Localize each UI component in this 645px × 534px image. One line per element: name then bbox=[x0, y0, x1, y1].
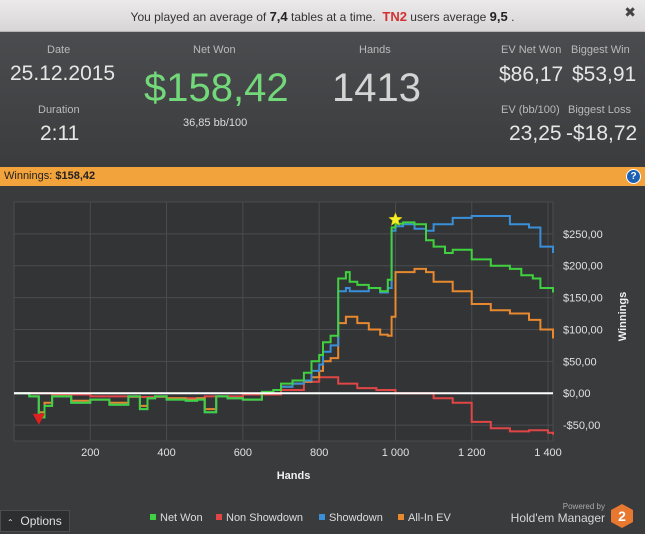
y-tick-label: $50,00 bbox=[563, 356, 597, 368]
legend-swatch-net-won bbox=[150, 514, 156, 520]
logo-brand: Hold'em Manager bbox=[510, 511, 605, 525]
series-line-net-won bbox=[14, 221, 554, 419]
winnings-value: $158,42 bbox=[55, 170, 96, 182]
net-won-label: Net Won bbox=[193, 44, 236, 56]
help-icon[interactable]: ? bbox=[626, 169, 641, 184]
chevron-up-icon: ⌃ bbox=[7, 518, 14, 527]
duration-value: 2:11 bbox=[40, 122, 80, 145]
svg-text:2: 2 bbox=[618, 508, 626, 524]
hm2-badge-icon: 2 bbox=[611, 504, 633, 528]
notice-prefix: You played an average of bbox=[130, 10, 267, 24]
biggest-win-label: Biggest Win bbox=[571, 44, 630, 56]
x-tick-label: 600 bbox=[234, 447, 252, 459]
ev-bb100-value: 23,25 bbox=[509, 122, 562, 145]
legend-label-all-in-ev: All-In EV bbox=[408, 512, 451, 524]
x-tick-label: 800 bbox=[310, 447, 328, 459]
legend-label-net-won: Net Won bbox=[160, 512, 203, 524]
holdem-manager-logo: Powered by Hold'em Manager 2 bbox=[503, 502, 633, 532]
legend-item-non-showdown[interactable]: Non Showdown bbox=[216, 512, 303, 524]
ev-bb100-label: EV (bb/100) bbox=[501, 104, 560, 116]
winnings-chart: 200 400 600 800 1 000 1 200 1 400 -$50,00 $0,00 $… bbox=[0, 186, 645, 502]
date-label: Date bbox=[47, 44, 71, 56]
legend-swatch-non-showdown bbox=[216, 514, 222, 520]
notice-text: You played an average of 7,4 tables at a… bbox=[0, 9, 645, 24]
ev-net-won-label: EV Net Won bbox=[501, 44, 562, 56]
notice-middle: tables at a time. bbox=[290, 10, 376, 24]
ev-net-won-value: $86,17 bbox=[499, 63, 564, 86]
x-tick-label: 200 bbox=[81, 447, 99, 459]
avg-tables-value: 7,4 bbox=[269, 9, 288, 24]
x-axis-label: Hands bbox=[277, 470, 311, 482]
bottom-bar: ⌃ Options Net Won Non Showdown Showdown … bbox=[0, 502, 645, 534]
hands-label: Hands bbox=[359, 44, 391, 56]
winnings-summary: Winnings: $158,42 bbox=[4, 170, 95, 182]
legend-swatch-showdown bbox=[319, 514, 325, 520]
date-value: 25.12.2015 bbox=[10, 62, 116, 85]
user-group-label: TN2 bbox=[382, 9, 407, 24]
y-tick-label: $100,00 bbox=[563, 324, 603, 336]
y-tick-label: $150,00 bbox=[563, 293, 603, 305]
y-tick-label: $0,00 bbox=[563, 388, 591, 400]
y-tick-label: -$50,00 bbox=[563, 420, 600, 432]
y-tick-label: $250,00 bbox=[563, 229, 603, 241]
max-star-marker bbox=[388, 212, 403, 226]
x-tick-label: 1 400 bbox=[534, 447, 562, 459]
legend-swatch-all-in-ev bbox=[398, 514, 404, 520]
biggest-loss-label: Biggest Loss bbox=[568, 104, 631, 116]
legend-label-non-showdown: Non Showdown bbox=[226, 512, 304, 524]
legend-label-showdown: Showdown bbox=[329, 512, 383, 524]
winnings-label: Winnings: bbox=[4, 170, 53, 182]
winnings-bar: Winnings: $158,42 ? bbox=[0, 167, 645, 186]
x-tick-label: 1 200 bbox=[458, 447, 486, 459]
x-tick-label: 400 bbox=[157, 447, 175, 459]
options-button[interactable]: ⌃ Options bbox=[0, 510, 70, 532]
hands-value: 1413 bbox=[332, 66, 421, 110]
legend-item-net-won[interactable]: Net Won bbox=[150, 512, 203, 524]
winnings-chart-svg: 200 400 600 800 1 000 1 200 1 400 -$50,00 $0,00 $… bbox=[13, 201, 629, 482]
y-tick-label: $200,00 bbox=[563, 261, 603, 273]
logo-powered-by: Powered by bbox=[562, 502, 605, 511]
y-axis-label: Winnings bbox=[617, 292, 629, 341]
session-stats-panel: Date 25.12.2015 Duration 2:11 Net Won $1… bbox=[0, 32, 645, 166]
x-tick-label: 1 000 bbox=[382, 447, 410, 459]
plot-area bbox=[13, 201, 554, 442]
notice-bar: You played an average of 7,4 tables at a… bbox=[0, 0, 645, 32]
options-label: Options bbox=[20, 514, 62, 528]
biggest-loss-value: -$18,72 bbox=[566, 122, 638, 145]
duration-label: Duration bbox=[38, 104, 80, 116]
bb100-value: 36,85 bb/100 bbox=[183, 117, 248, 129]
notice-end: . bbox=[511, 10, 515, 24]
net-won-value: $158,42 bbox=[144, 66, 289, 110]
min-triangle-marker bbox=[32, 413, 45, 425]
close-icon[interactable]: ✖ bbox=[624, 4, 636, 20]
biggest-win-value: $53,91 bbox=[572, 63, 637, 86]
notice-suffix: users average bbox=[410, 10, 487, 24]
group-avg-value: 9,5 bbox=[489, 9, 508, 24]
legend-item-all-in-ev[interactable]: All-In EV bbox=[398, 512, 451, 524]
legend-item-showdown[interactable]: Showdown bbox=[319, 512, 383, 524]
